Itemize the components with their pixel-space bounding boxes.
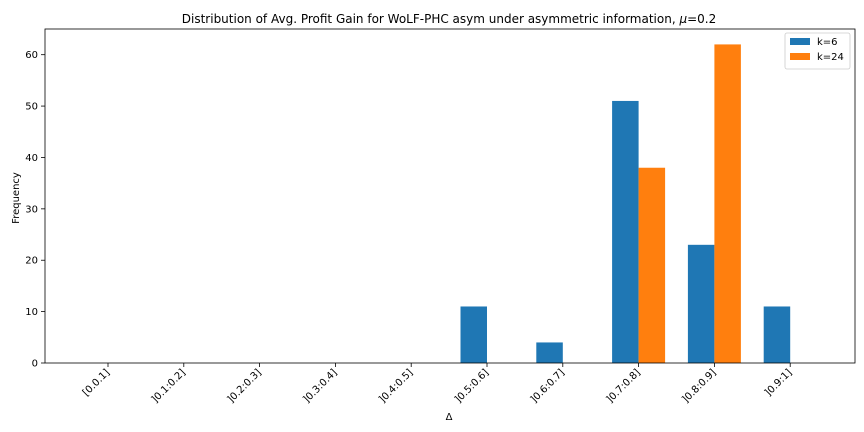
x-tick-label: ]0.8:0.9] <box>680 367 718 405</box>
legend: k=6 k=24 <box>784 32 851 70</box>
bars <box>460 44 791 364</box>
x-tick-label: ]0.3:0.4] <box>301 367 339 405</box>
x-tick-label: ]0.4:0.5] <box>377 367 415 405</box>
bar-k6 <box>763 306 791 363</box>
y-tick-label: 50 <box>25 102 38 113</box>
x-tick-label: [0.0.1] <box>81 367 112 398</box>
plot-frame <box>44 28 856 364</box>
x-tick-label: ]0.2:0.3] <box>226 367 264 405</box>
legend-label: k=24 <box>817 52 844 63</box>
y-axis: 0 10 20 30 40 50 60 <box>25 50 45 370</box>
bar-k24 <box>714 44 741 364</box>
title-tail: =0.2 <box>687 12 716 26</box>
title-text: Distribution of Avg. Profit Gain for WoL… <box>182 12 680 26</box>
y-axis-label: Frequency <box>11 172 22 224</box>
x-tick-label: ]0.6:0.7] <box>529 367 567 405</box>
legend-swatch <box>790 38 810 45</box>
x-tick-label: ]0.5:0.6] <box>453 367 491 405</box>
bar-k6 <box>460 306 487 363</box>
chart-title: Distribution of Avg. Profit Gain for WoL… <box>182 12 716 26</box>
x-tick-label: ]0.1:0.2] <box>150 367 188 405</box>
bar-k6 <box>687 244 715 363</box>
y-tick-label: 10 <box>25 307 38 318</box>
bar-k6 <box>612 100 639 363</box>
y-tick-label: 30 <box>25 204 38 215</box>
y-tick-label: 20 <box>25 256 38 267</box>
y-tick-label: 0 <box>32 359 38 370</box>
x-tick-label: ]0.9:1] <box>763 367 794 398</box>
legend-swatch <box>790 53 810 60</box>
x-axis: [0.0.1] ]0.1:0.2] ]0.2:0.3] ]0.3:0.4] ]0.4:0… <box>81 363 794 406</box>
y-tick-label: 40 <box>25 153 38 164</box>
x-tick-label: ]0.7:0.8] <box>605 367 643 405</box>
y-tick-label: 60 <box>25 50 38 61</box>
x-axis-label: Δ <box>446 412 453 423</box>
bar-k6 <box>536 342 563 363</box>
title-mu: μ <box>678 12 687 26</box>
legend-label: k=6 <box>817 37 838 48</box>
bar-k24 <box>638 167 666 363</box>
